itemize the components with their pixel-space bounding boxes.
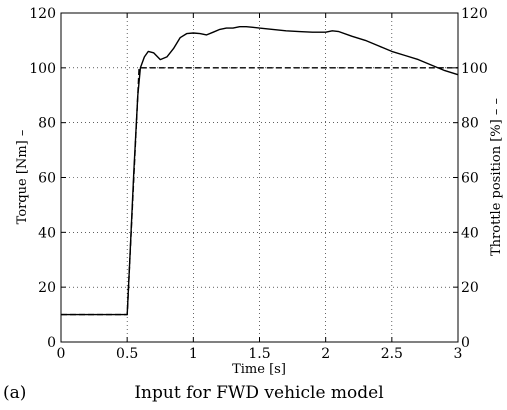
y-right-tick-label: 40 — [461, 225, 479, 241]
y-left-tick-labels: 0 20 40 60 80 100 120 — [29, 6, 56, 351]
y-right-tick-label: 0 — [461, 335, 470, 351]
torque-line — [61, 26, 459, 316]
x-tick-label: 0.5 — [116, 346, 138, 362]
x-tick-label: 0 — [57, 346, 66, 362]
y-right-tick-label: 100 — [461, 61, 488, 77]
chart-caption: Input for FWD vehicle model — [134, 383, 383, 403]
y-left-tick-label: 100 — [29, 61, 56, 77]
x-tick-labels: 0 0.5 1 1.5 2 2.5 3 — [57, 346, 463, 362]
x-tick-label: 1 — [189, 346, 198, 362]
y-left-tick-label: 40 — [38, 225, 56, 241]
x-axis-label: Time [s] — [232, 362, 286, 377]
tick-marks — [60, 12, 459, 343]
y-right-tick-label: 60 — [461, 171, 479, 187]
caption-label: (a) — [3, 383, 26, 403]
grid-lines — [61, 13, 458, 342]
series-group — [61, 26, 459, 316]
y-left-tick-label: 20 — [38, 280, 56, 296]
y-left-tick-label: 120 — [29, 6, 56, 22]
y-right-tick-label: 20 — [461, 280, 479, 296]
x-tick-label: 2.5 — [381, 346, 403, 362]
y-left-tick-label: 0 — [47, 335, 56, 351]
throttle-position-line — [61, 67, 458, 316]
y-left-tick-label: 60 — [38, 171, 56, 187]
y-right-tick-label: 80 — [461, 116, 479, 132]
y-axis-label-right: Throttle position [%] – – — [489, 98, 504, 256]
x-tick-label: 2 — [321, 346, 330, 362]
x-tick-label: 1.5 — [248, 346, 270, 362]
y-right-tick-label: 120 — [461, 6, 488, 22]
y-left-tick-label: 80 — [38, 116, 56, 132]
x-tick-label: 3 — [454, 346, 463, 362]
y-axis-label-left: Torque [Nm] – — [15, 130, 30, 225]
y-right-tick-labels: 0 20 40 60 80 100 120 — [461, 6, 488, 351]
